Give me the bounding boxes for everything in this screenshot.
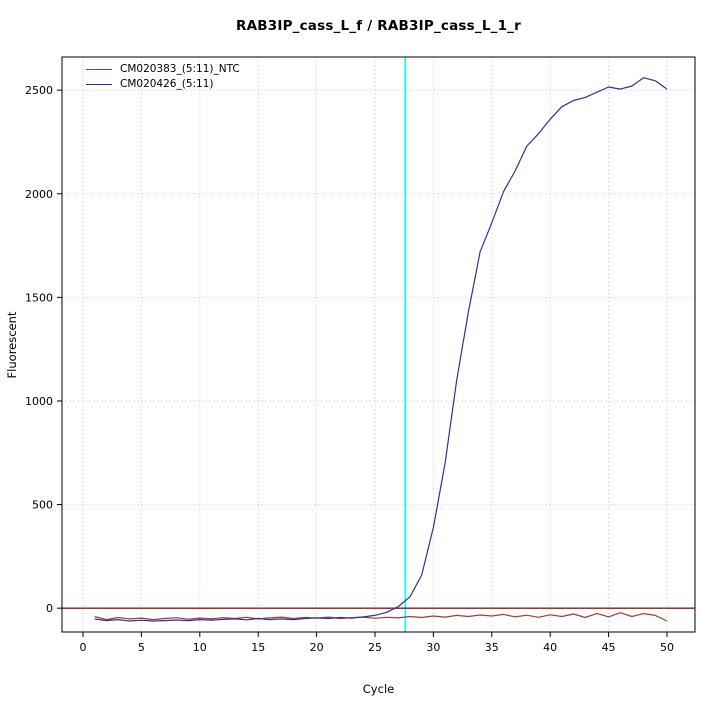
- axis-ticks: [57, 89, 668, 637]
- series-line-1: [94, 77, 668, 622]
- legend-label-ntc: CM020383_(5:11)_NTC: [120, 63, 240, 75]
- svg-text:40: 40: [543, 641, 557, 654]
- svg-text:2500: 2500: [25, 84, 53, 97]
- svg-text:5: 5: [138, 641, 145, 654]
- legend: CM020383_(5:11)_NTC CM020426_(5:11): [86, 62, 240, 92]
- legend-line-blue: [86, 84, 112, 85]
- legend-item-sample: CM020426_(5:11): [86, 77, 240, 92]
- chart-title: RAB3IP_cass_L_f / RAB3IP_cass_L_1_r: [236, 18, 521, 34]
- legend-line-red: [86, 69, 112, 70]
- svg-text:35: 35: [485, 641, 499, 654]
- gridlines: [62, 57, 695, 632]
- svg-text:0: 0: [80, 641, 87, 654]
- svg-text:15: 15: [251, 641, 265, 654]
- svg-text:1500: 1500: [25, 291, 53, 304]
- svg-text:10: 10: [193, 641, 207, 654]
- svg-text:20: 20: [310, 641, 324, 654]
- legend-label-sample: CM020426_(5:11): [120, 78, 214, 90]
- x-axis-label: Cycle: [362, 682, 395, 696]
- svg-text:0: 0: [46, 602, 53, 615]
- svg-text:1000: 1000: [25, 395, 53, 408]
- svg-text:25: 25: [368, 641, 382, 654]
- svg-text:30: 30: [426, 641, 440, 654]
- plot-frame: [61, 56, 696, 633]
- svg-text:45: 45: [602, 641, 616, 654]
- legend-item-ntc: CM020383_(5:11)_NTC: [86, 62, 240, 77]
- svg-text:2000: 2000: [25, 188, 53, 201]
- y-axis-label: Fluorescent: [5, 311, 19, 379]
- series-line-0: [94, 612, 668, 622]
- svg-text:500: 500: [32, 499, 53, 512]
- svg-text:50: 50: [660, 641, 674, 654]
